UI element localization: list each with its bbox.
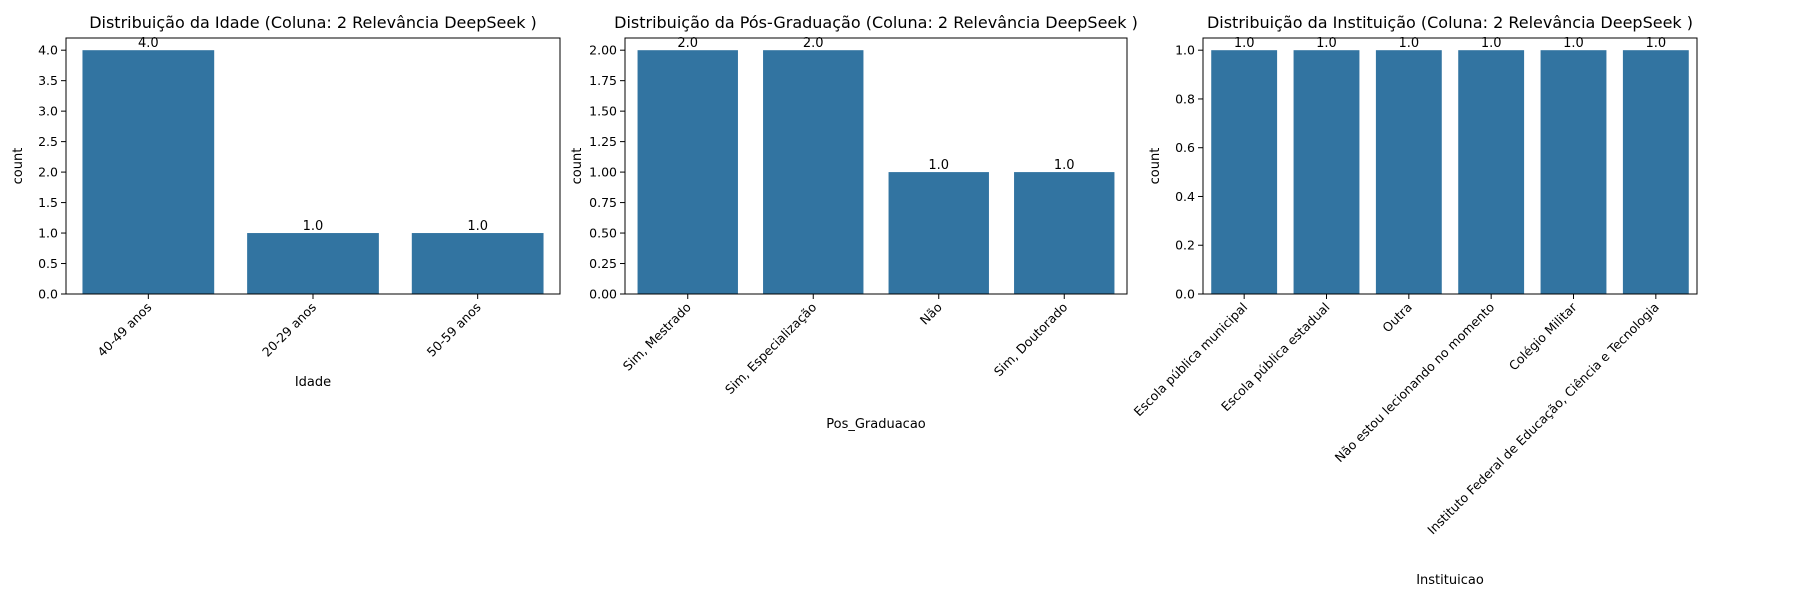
bar-5 (1540, 50, 1607, 294)
data-label: 1.0 (1316, 36, 1337, 51)
x-tick-label: Outra (1379, 300, 1415, 336)
bar-1 (1211, 50, 1278, 294)
y-tick-label: 1.0 (1175, 43, 1195, 58)
y-tick-label: 0.50 (589, 226, 617, 241)
chart-title: Distribuição da Pós-Graduação (Coluna: 2… (614, 13, 1138, 32)
chart-title: Distribuição da Idade (Coluna: 2 Relevân… (89, 13, 537, 32)
y-tick-label: 0.0 (38, 287, 58, 302)
y-tick-label: 2.5 (38, 134, 58, 149)
y-tick-label: 0.25 (589, 256, 617, 271)
bar-2 (1293, 50, 1360, 294)
x-axis-label: Instituicao (1416, 573, 1484, 588)
data-label: 1.0 (928, 158, 949, 173)
data-label: 1.0 (1563, 36, 1584, 51)
y-tick-label: 1.25 (589, 134, 617, 149)
y-axis-label: count (1148, 148, 1163, 185)
x-tick-label: Não estou lecionando no momento (1332, 300, 1498, 466)
y-tick-label: 4.0 (38, 43, 58, 58)
y-tick-label: 0.75 (589, 195, 617, 210)
data-label: 1.0 (1054, 158, 1075, 173)
y-tick-label: 0.6 (1175, 140, 1195, 155)
bar-3 (411, 233, 544, 294)
y-tick-label: 3.0 (38, 104, 58, 119)
y-axis-label: count (570, 148, 585, 185)
y-tick-label: 0.00 (589, 287, 617, 302)
bar-2 (247, 233, 379, 294)
plot-frame (624, 37, 1128, 295)
chart-panel-3: Distribuição da Instituição (Coluna: 2 R… (1131, 13, 1698, 588)
data-label: 2.0 (803, 36, 824, 51)
data-label: 1.0 (1481, 36, 1502, 51)
data-label: 1.0 (1645, 36, 1666, 51)
bar-3 (1375, 50, 1442, 294)
y-tick-label: 0.2 (1175, 238, 1195, 253)
x-tick-label: Sim, Doutorado (991, 300, 1071, 380)
y-tick-label: 0.4 (1175, 189, 1195, 204)
data-label: 2.0 (677, 36, 698, 51)
bar-3 (888, 172, 989, 294)
x-tick-label: 40-49 anos (94, 300, 154, 360)
y-tick-label: 1.5 (38, 195, 58, 210)
bar-1 (82, 50, 215, 294)
x-tick-label: Sim, Especialização (722, 300, 820, 398)
y-tick-label: 0.5 (38, 256, 58, 271)
plot-frame (1202, 37, 1698, 295)
x-tick-label: Colégio Militar (1506, 299, 1580, 373)
data-label: 1.0 (1398, 36, 1419, 51)
y-tick-label: 1.00 (589, 165, 617, 180)
x-axis-label: Idade (295, 375, 331, 390)
y-tick-label: 1.75 (589, 73, 617, 88)
data-label: 1.0 (303, 219, 324, 234)
y-tick-label: 2.0 (38, 165, 58, 180)
bar-6 (1622, 50, 1689, 294)
data-label: 1.0 (1234, 36, 1255, 51)
y-tick-label: 0.8 (1175, 91, 1195, 106)
x-tick-label: 50-59 anos (424, 300, 484, 360)
bar-1 (637, 50, 738, 294)
data-label: 1.0 (467, 219, 488, 234)
x-tick-label: Não (917, 300, 945, 328)
chart-panel-2: Distribuição da Pós-Graduação (Coluna: 2… (570, 13, 1138, 432)
y-tick-label: 1.0 (38, 226, 58, 241)
data-label: 4.0 (138, 36, 159, 51)
chart-panel-1: Distribuição da Idade (Coluna: 2 Relevân… (11, 13, 561, 390)
y-tick-label: 0.0 (1175, 287, 1195, 302)
chart-title: Distribuição da Instituição (Coluna: 2 R… (1207, 13, 1693, 32)
y-tick-label: 2.00 (589, 43, 617, 58)
y-axis-label: count (11, 148, 26, 185)
y-tick-label: 3.5 (38, 73, 58, 88)
x-tick-label: 20-29 anos (259, 300, 319, 360)
bar-4 (1014, 172, 1115, 294)
bar-4 (1458, 50, 1525, 294)
y-tick-label: 1.50 (589, 104, 617, 119)
x-axis-label: Pos_Graduacao (826, 417, 926, 432)
bar-2 (763, 50, 864, 294)
x-tick-label: Sim, Mestrado (620, 300, 694, 374)
